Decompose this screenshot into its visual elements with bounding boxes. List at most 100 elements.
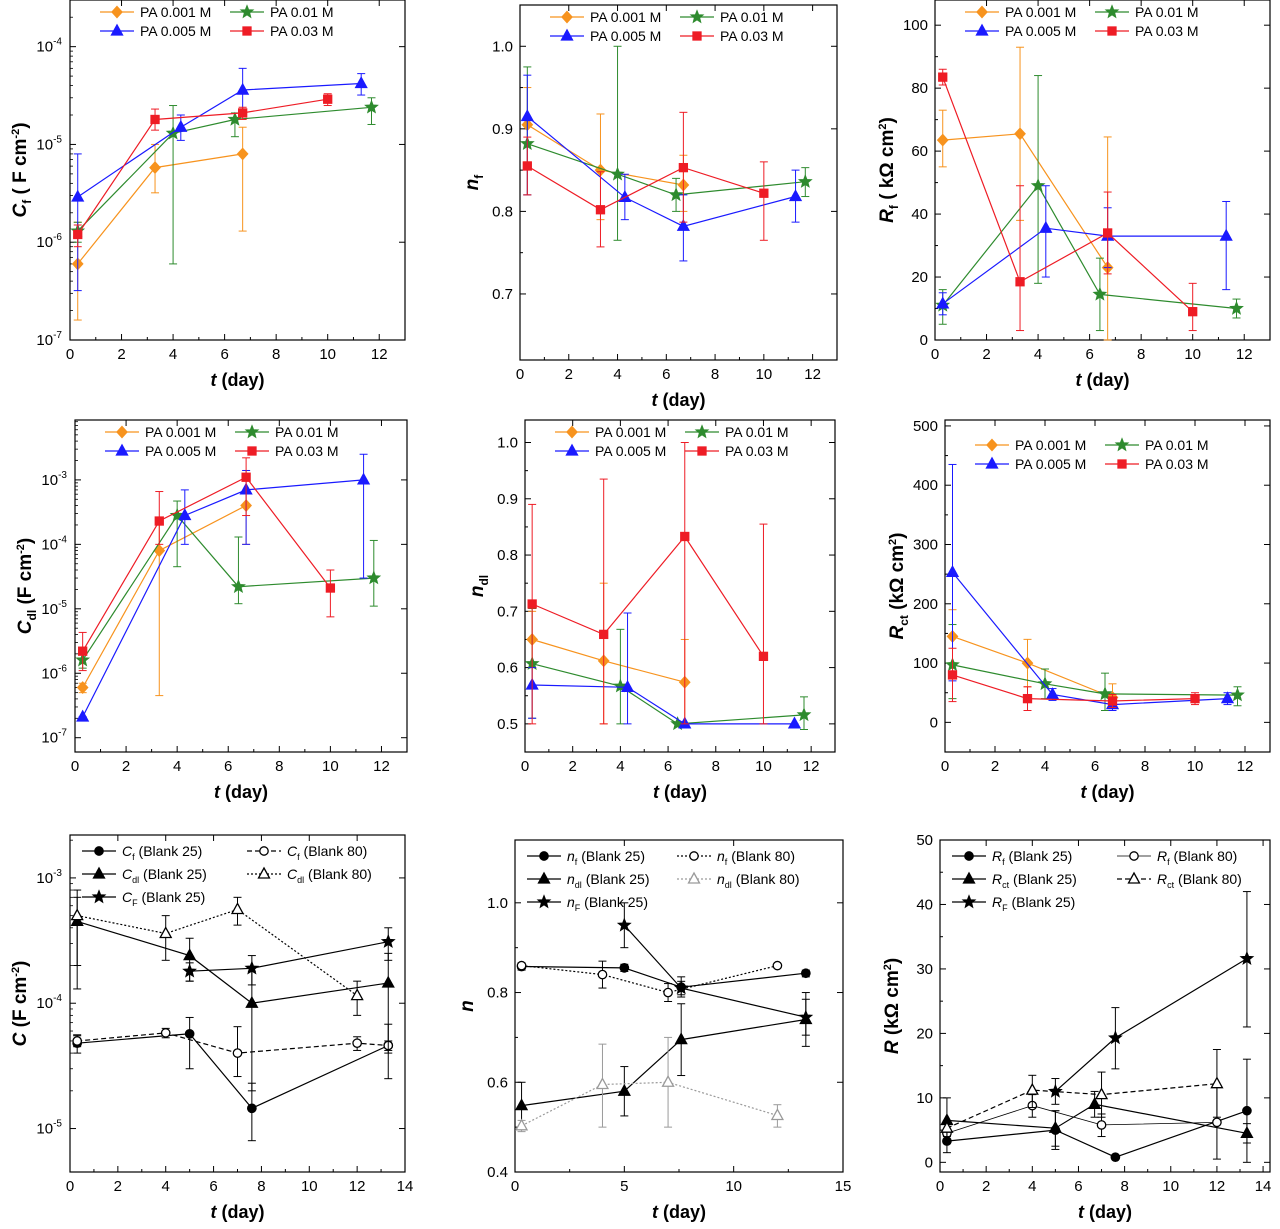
x-tick-label: 14 [1255,1178,1272,1195]
x-tick-label: 12 [803,758,820,775]
data-point [174,119,188,132]
x-tick-label: 6 [224,758,232,775]
series-line [82,514,374,661]
legend-marker [257,866,271,879]
x-tick-label: 6 [220,346,228,363]
data-point [323,94,333,104]
series-ndl-0 [526,582,691,725]
plot-frame [524,419,836,753]
series-line [532,663,805,725]
x-tick-label: 12 [373,758,390,775]
legend-marker [1127,871,1141,884]
series-nf-2 [520,74,803,262]
data-point [325,583,336,593]
data-point [680,531,690,542]
data-point [1097,686,1113,701]
data-point [1239,950,1255,965]
plot-frame [69,0,406,341]
data-point [76,681,89,695]
legend-marker [961,894,977,909]
data-point [159,926,173,939]
data-point [184,1028,195,1039]
legend-marker [560,28,574,41]
series-nblank-1 [516,960,783,1003]
data-point [230,902,245,915]
data-point [1096,1120,1107,1130]
panel-cdl: 0 2 4 6 8 10 12 10-7 10-6 10-5 10-4 10-3 t (day) Cdl … [15,419,408,802]
y-tick-label: 0.6 [487,1074,508,1091]
series-line [521,1081,778,1127]
series-rblank-2 [940,1090,1254,1147]
x-tick-label: 8 [257,1178,265,1195]
x-axis-label: t (day) [652,1202,706,1222]
data-point [356,472,371,485]
y-tick-label: 0.6 [497,660,518,677]
series-line [82,476,331,652]
legend: PA 0.001 M PA 0.01 M PA 0.005 M PA 0.03 M [100,4,334,39]
y-tick-label: 10-7 [41,728,67,747]
series-cf-3 [73,93,333,248]
y-tick-label: 10-7 [36,330,62,349]
panel-rf: 0 2 4 6 8 10 12 0 20 40 60 80 100 t (day) Rf ( kΩ cm2)… [877,0,1271,390]
y-tick-label: 10-6 [36,232,62,251]
y-tick-label: 20 [911,269,928,286]
data-point [616,917,632,932]
y-axis-label: Cf ( F cm-2) [10,122,34,217]
data-point [595,205,606,215]
series-rct-0 [946,609,1119,711]
x-tick-label: 12 [1209,1178,1226,1195]
series-cdl-3 [78,457,336,672]
series-line [942,227,1227,305]
plot-frame [519,4,838,361]
legend-label: nF (Blank 25) [567,894,648,913]
y-tick-label: 0.7 [492,286,513,303]
series-line [952,635,1113,699]
data-point [178,508,192,521]
data-point [1092,286,1108,301]
data-point [595,1077,610,1090]
panel-nblank: 0 5 10 150.40.60.81.0t (day)nnf (Blank 25) n… [457,839,851,1222]
plot-frame [934,0,1271,341]
data-point [154,516,164,526]
legend-label: PA 0.005 M [140,23,211,39]
legend-label: Cdl (Blank 25) [122,866,207,885]
data-point [1037,675,1053,691]
plot-frame [939,839,1271,1173]
data-point [516,960,527,971]
legend-label: Rf (Blank 25) [992,848,1072,867]
data-point [1190,693,1200,704]
series-line [521,965,806,988]
series-line [942,184,1237,310]
data-point [617,1083,631,1096]
x-tick-label: 4 [169,346,177,363]
data-point [787,716,802,729]
x-tick-label: 0 [66,1178,74,1195]
x-tick-label: 10 [1184,346,1201,363]
data-point [236,147,249,161]
data-point [940,1120,954,1133]
x-axis-label: t (day) [210,1202,264,1222]
data-point [73,229,83,240]
x-tick-label: 0 [941,758,949,775]
y-axis-label: ndl [467,575,491,597]
data-point [150,114,160,125]
legend-label: Cf (Blank 80) [287,843,367,862]
panel-cf: 0 2 4 6 8 10 12 10-7 10-6 10-5 10-4 t (day) Cf ( F c… [10,0,406,390]
x-tick-label: 12 [804,366,821,383]
legend-label: PA 0.03 M [720,28,784,44]
y-tick-label: 0.4 [487,1164,508,1181]
x-tick-label: 8 [275,758,283,775]
legend-marker [962,871,976,884]
x-tick-label: 0 [511,1178,519,1195]
data-point [620,679,635,692]
x-tick-label: 5 [620,1178,628,1195]
x-tick-label: 4 [1041,758,1049,775]
data-point [364,99,379,114]
data-point [1229,300,1244,315]
x-tick-label: 0 [936,1178,944,1195]
legend-label: Rf (Blank 80) [1157,848,1237,867]
legend-marker [239,4,255,19]
series-rf-1 [935,75,1244,332]
y-tick-label: 0.8 [497,547,518,564]
legend-label: PA 0.005 M [1005,23,1076,39]
